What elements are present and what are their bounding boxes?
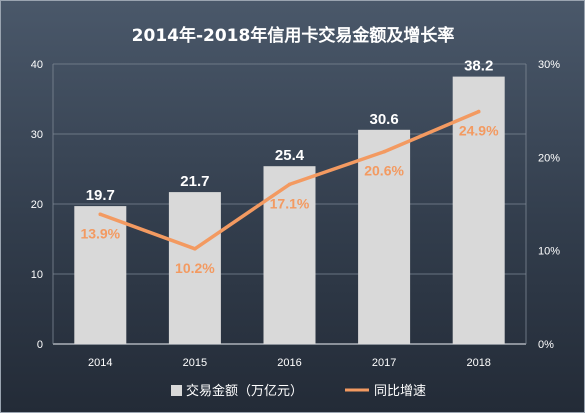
legend-bar-label: 交易金额（万亿元） — [186, 383, 303, 399]
legend-line-label: 同比增速 — [374, 384, 426, 399]
bar — [358, 129, 411, 344]
y-tick-label: 40 — [31, 59, 43, 71]
growth-value-label: 20.6% — [364, 163, 404, 179]
y2-tick-label: 20% — [538, 152, 560, 164]
y2-tick-label: 10% — [538, 246, 560, 258]
y-tick-label: 30 — [31, 129, 43, 141]
bar-value-label: 25.4 — [275, 147, 305, 164]
growth-value-label: 24.9% — [459, 123, 499, 139]
bar-value-label: 19.7 — [86, 187, 115, 204]
bar-series — [74, 76, 505, 344]
y2-tick-label: 30% — [538, 59, 560, 71]
growth-point — [98, 212, 103, 217]
growth-value-label: 17.1% — [270, 195, 310, 211]
x-tick-label: 2017 — [372, 357, 396, 369]
y2-tick-label: 0% — [538, 339, 554, 351]
growth-point — [382, 149, 386, 154]
legend-bar-swatch — [171, 385, 182, 396]
growth-line-series — [98, 109, 481, 251]
growth-value-label: 10.2% — [175, 260, 215, 276]
x-tick-label: 2016 — [277, 357, 301, 369]
growth-point — [193, 247, 197, 251]
x-tick-label: 2015 — [183, 357, 207, 369]
axis-ticks: 0 10 20 30 40 0% 10% 20% 30% 2014 2015 2016 2017 2018 — [31, 59, 560, 369]
bar — [452, 76, 505, 344]
x-tick-label: 2014 — [88, 357, 112, 369]
bar-value-label: 21.7 — [180, 173, 209, 190]
y-tick-label: 10 — [31, 269, 43, 281]
bar — [74, 206, 127, 344]
x-tick-label: 2018 — [466, 357, 490, 369]
bar-value-label: 30.6 — [369, 111, 398, 128]
chart-title: 2014年-2018年信用卡交易金额及增长率 — [132, 25, 455, 46]
growth-point — [287, 182, 292, 187]
bar-value-label: 38.2 — [464, 58, 493, 75]
y-tick-label: 20 — [31, 199, 43, 211]
data-labels: 19.7 21.7 25.4 30.6 38.2 13.9% 10.2% 17.1% 20.6%… — [80, 58, 499, 276]
bar — [263, 166, 316, 344]
bar — [168, 192, 221, 344]
y-tick-label: 0 — [37, 339, 43, 351]
legend: 交易金额（万亿元） 同比增速 — [171, 383, 426, 399]
growth-point — [476, 109, 481, 114]
growth-value-label: 13.9% — [80, 225, 120, 241]
